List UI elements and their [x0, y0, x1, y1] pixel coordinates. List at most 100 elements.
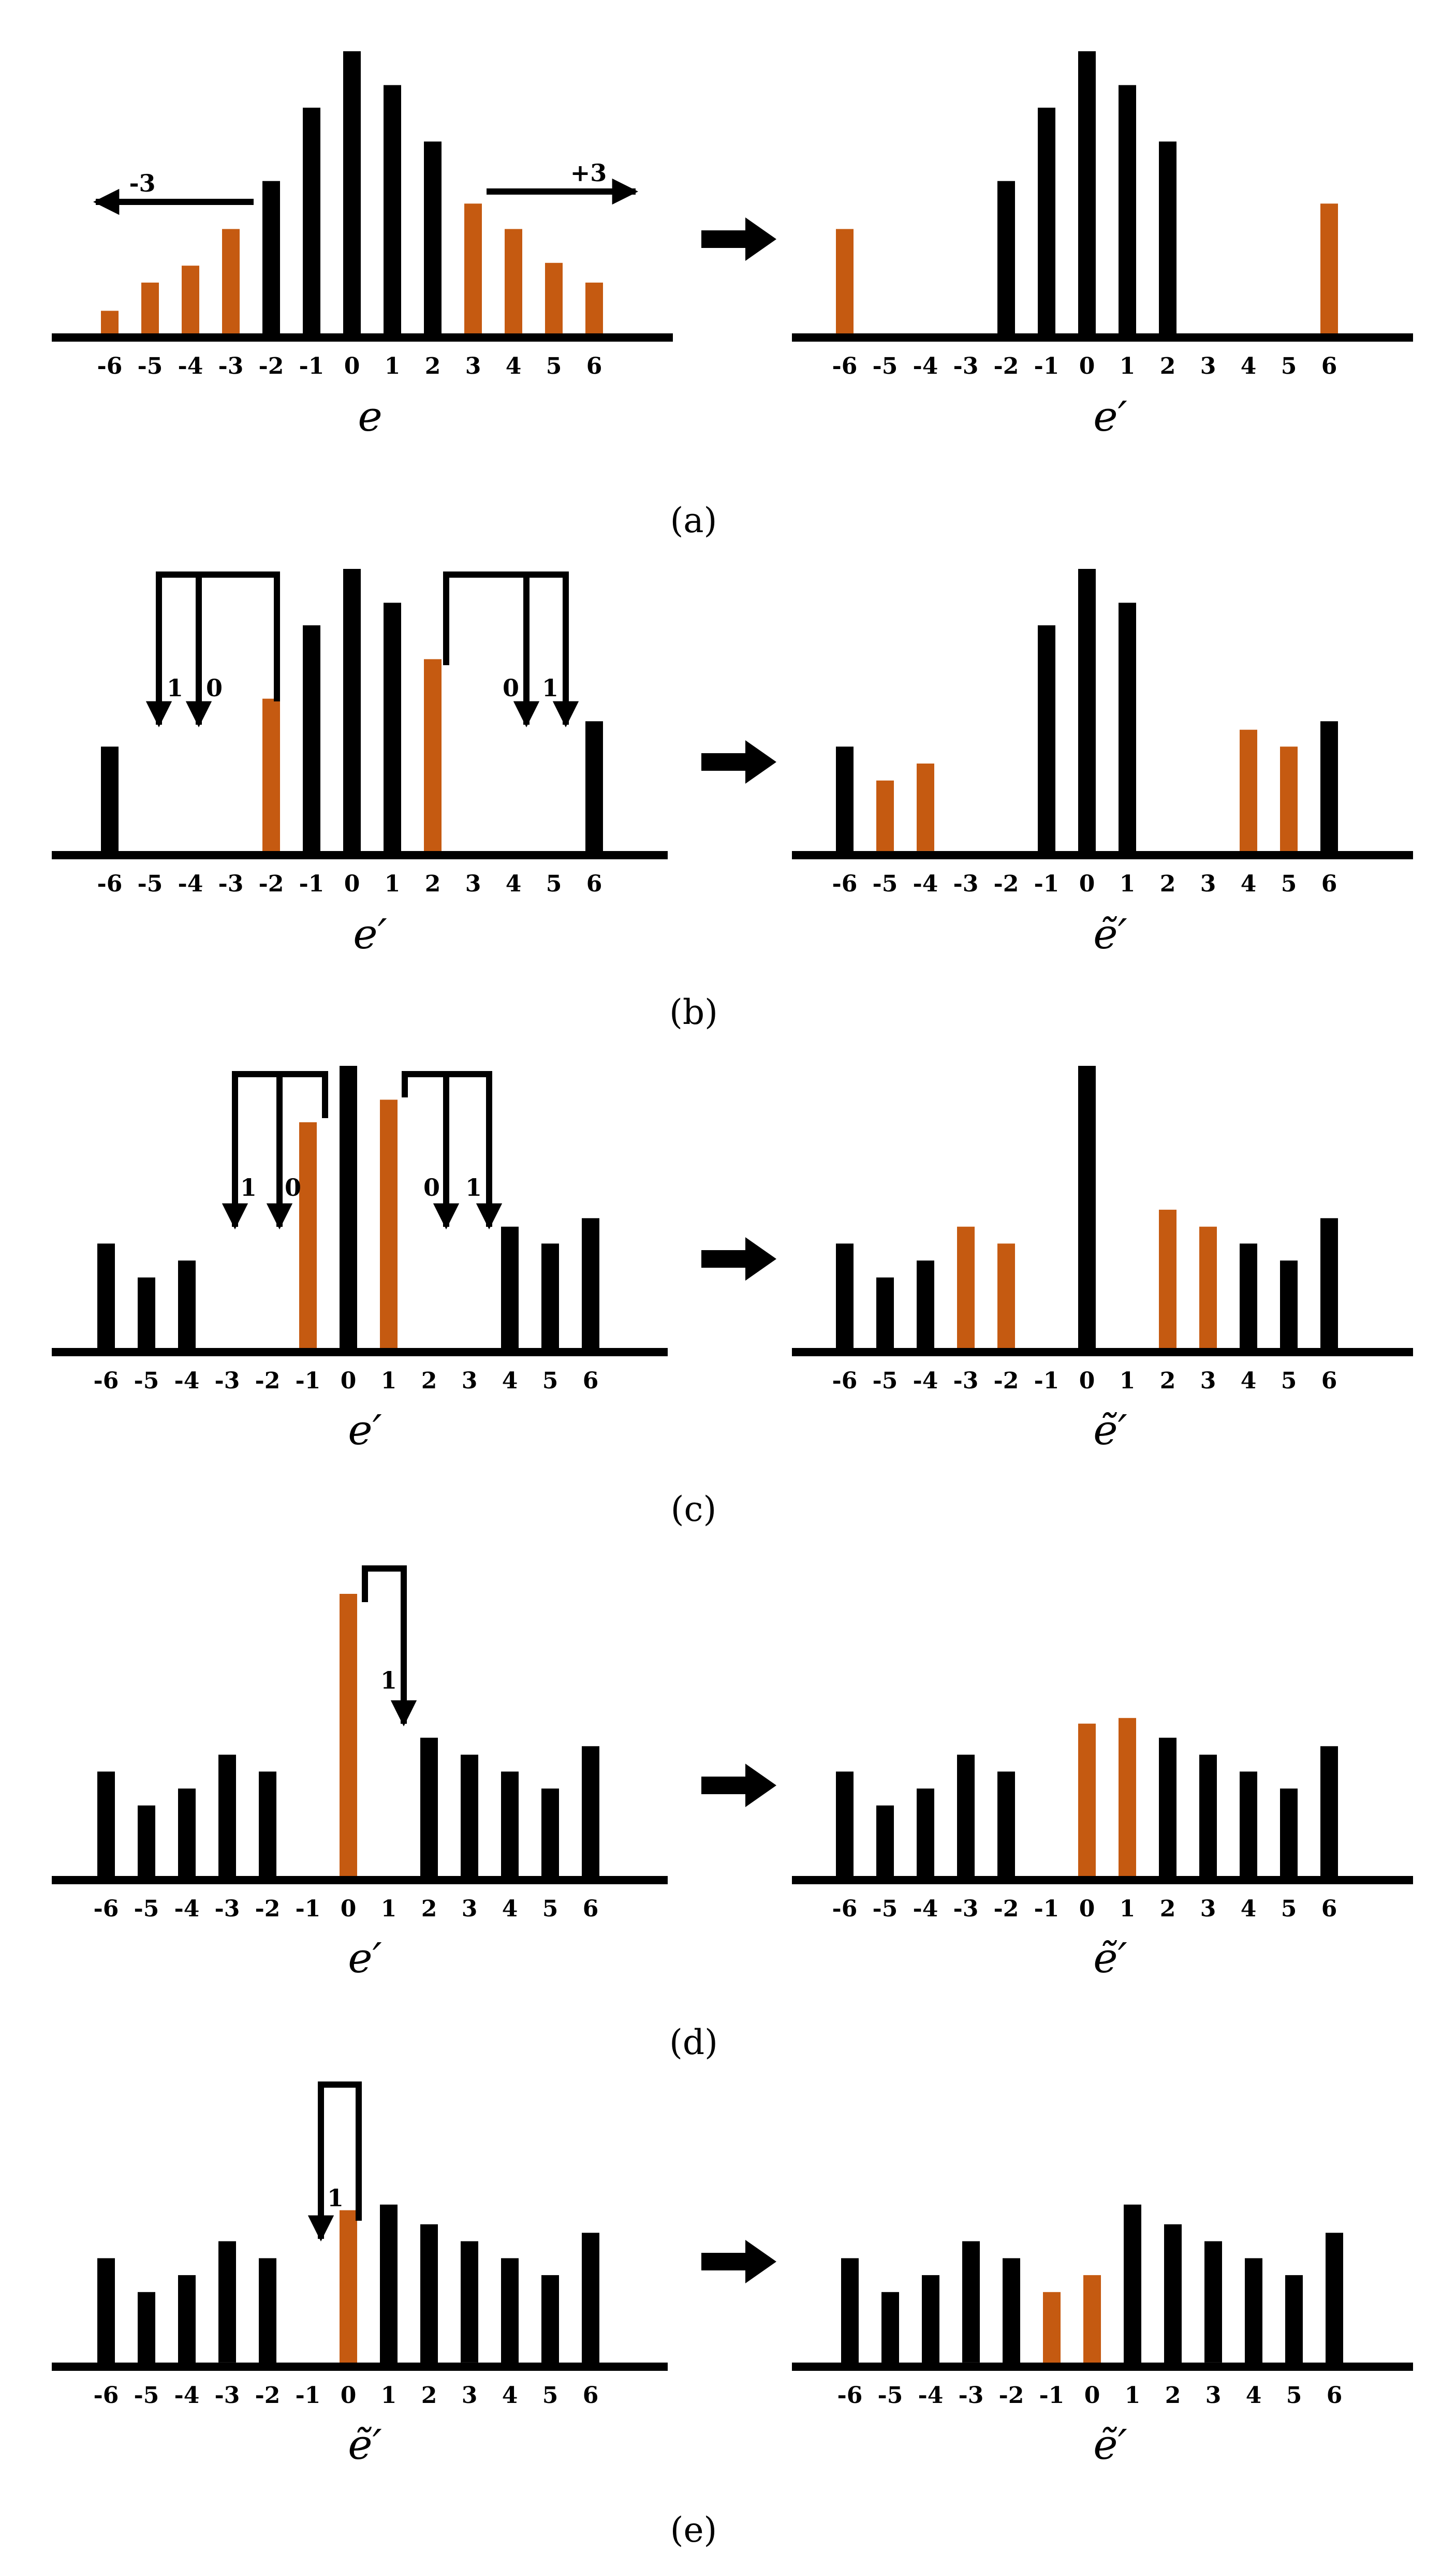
panel-c-left-variable-label: e′: [348, 1406, 382, 1454]
tick-label: 5: [1281, 1368, 1297, 1394]
bar-bin-neg2: [997, 181, 1015, 333]
tick-label: -4: [174, 2382, 200, 2409]
tick-label: 2: [421, 2382, 437, 2409]
tick-label: 6: [1327, 2382, 1343, 2409]
bar-bin-2: [1159, 141, 1176, 333]
tick-label: -2: [999, 2382, 1024, 2409]
tick-label: 4: [502, 1368, 518, 1394]
panel-d-left-bars: [97, 1594, 599, 1876]
panel-b-left-variable-label: e′: [353, 910, 387, 958]
bar-bin-2: [1164, 2224, 1182, 2363]
bar-bin-5: [1280, 1260, 1298, 1348]
tick-label: -2: [255, 1896, 281, 1922]
split-arrows-right: 0 1: [402, 1071, 503, 1230]
tick-label: 3: [465, 353, 481, 379]
bar-bin-neg3: [218, 1754, 236, 1876]
tick-label: 4: [1241, 1368, 1257, 1394]
split-label-4: 1: [465, 1174, 482, 1201]
split-label-1: 1: [240, 1174, 257, 1201]
bar-bin-neg1: [303, 625, 320, 851]
bar-bin-neg4-highlighted: [182, 266, 199, 333]
panel-e-left-bars: [97, 2204, 599, 2363]
bar-bin-neg2-highlighted: [262, 698, 280, 851]
panel-b-right-bars: [836, 569, 1338, 852]
tick-label: 2: [425, 353, 441, 379]
split-bracket-right: [443, 571, 579, 728]
tick-label: -3: [959, 2382, 984, 2409]
tick-label: 3: [1200, 1896, 1216, 1922]
tick-label: 5: [1281, 353, 1297, 379]
tick-label: -4: [913, 353, 938, 379]
tick-label: -2: [255, 1368, 281, 1394]
bar-bin-2-highlighted: [424, 659, 442, 851]
bar-bin-3: [1204, 2241, 1222, 2363]
panel-d-left-histogram: -6 -5 -4 -3 -2 -1 0 1 2 3 4 5 6 e′ 1: [52, 1565, 668, 1982]
bar-bin-neg2: [1003, 2258, 1020, 2363]
bar-bin-5: [541, 1788, 559, 1876]
tick-label: 3: [462, 1368, 478, 1394]
tick-label: -5: [878, 2382, 903, 2409]
tick-label: -4: [913, 871, 938, 897]
tick-label: 2: [1165, 2382, 1181, 2409]
bar-bin-5-highlighted: [1280, 746, 1298, 851]
tick-label: 6: [586, 353, 602, 379]
panel-d-right-variable-label: ẽ′: [1093, 1934, 1127, 1982]
bar-bin-neg2: [259, 1771, 276, 1876]
panel-d-caption: (d): [669, 2022, 718, 2062]
tick-label: 1: [385, 353, 401, 379]
bar-bin-neg6: [97, 2258, 115, 2363]
tick-label: -5: [873, 871, 898, 897]
bar-bin-4: [1240, 1243, 1257, 1348]
tick-label: 3: [1200, 1368, 1216, 1394]
panel-b: -6 -5 -4 -3 -2 -1 0 1 2 3 4 5 6 e′ 1 0 0 1 -6 -5 -4 -3-…: [52, 569, 1413, 1032]
tick-label: 0: [1084, 2382, 1100, 2409]
tick-label: -5: [873, 1368, 898, 1394]
bar-bin-1: [1119, 85, 1136, 333]
tick-label: -4: [174, 1896, 200, 1922]
tick-label: 1: [1120, 1368, 1136, 1394]
tick-label: -6: [832, 871, 858, 897]
panel-c-caption: (c): [671, 1489, 716, 1529]
panel-c-left-tick-labels: -6 -5 -4 -3 -2 -1 0 1 2 3 4 5 6: [94, 1368, 599, 1394]
bar-bin-neg6: [97, 1243, 115, 1348]
tick-label: -5: [134, 2382, 159, 2409]
tick-label: -3: [218, 871, 244, 897]
panel-b-right-tick-labels: -6 -5 -4 -3 -2 -1 0 1 2 3 4 5 6: [832, 871, 1337, 897]
bar-bin-neg3-highlighted: [957, 1226, 975, 1348]
panel-a-caption: (a): [670, 501, 717, 540]
bar-bin-1: [1124, 2204, 1141, 2363]
bar-bin-4: [501, 1226, 519, 1348]
tick-label: -3: [953, 1368, 979, 1394]
tick-label: 1: [1120, 1896, 1136, 1922]
tick-label: -6: [837, 2382, 863, 2409]
bar-bin-4: [1245, 2258, 1262, 2363]
bar-bin-neg6: [836, 746, 854, 851]
bar-bin-5: [1285, 2275, 1303, 2363]
bar-bin-0-highlighted: [1083, 2275, 1101, 2363]
bar-bin-neg5: [138, 2292, 155, 2363]
tick-label: 4: [1246, 2382, 1262, 2409]
tick-label: 5: [546, 871, 562, 897]
panel-a-left-histogram: -6 -5 -4 -3 -2 -1 0 1 2 3 4 5 6 e -3 +3: [52, 51, 673, 441]
tick-label: 0: [344, 353, 360, 379]
tick-label: -2: [994, 353, 1019, 379]
bar-bin-5: [541, 1243, 559, 1348]
bar-bin-1: [380, 2204, 398, 2363]
split-label-1: 1: [380, 1666, 397, 1694]
split-label-2: 0: [206, 674, 223, 702]
shift-right-label: +3: [570, 159, 607, 187]
tick-label: 2: [421, 1368, 437, 1394]
panel-e-right-histogram: -6 -5 -4 -3 -2 -1 0 1 2 3 4 5 6 ẽ′: [792, 2204, 1413, 2469]
tick-label: 0: [1079, 1368, 1095, 1394]
split-arrows-left: 1: [307, 2081, 362, 2242]
bar-bin-neg4: [917, 1260, 934, 1348]
tick-label: -3: [215, 1368, 240, 1394]
bar-bin-neg6: [836, 1771, 854, 1876]
panel-e-transition-arrow-icon: [701, 2240, 776, 2283]
tick-label: -6: [832, 1896, 858, 1922]
tick-label: 4: [1241, 353, 1257, 379]
tick-label: -1: [299, 871, 325, 897]
tick-label: -6: [97, 871, 123, 897]
tick-label: -6: [97, 353, 123, 379]
